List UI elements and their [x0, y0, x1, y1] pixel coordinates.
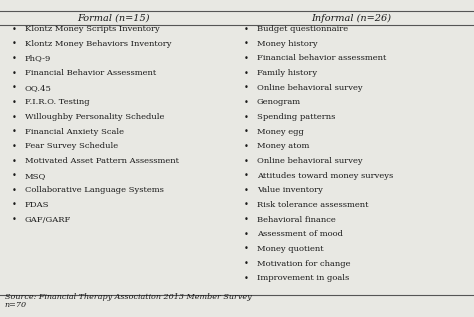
Text: FDAS: FDAS — [25, 201, 49, 209]
Text: •: • — [12, 157, 17, 165]
Text: Attitudes toward money surveys: Attitudes toward money surveys — [257, 172, 393, 180]
Text: •: • — [244, 274, 249, 283]
Text: Online behavioral survey: Online behavioral survey — [257, 84, 363, 92]
Text: •: • — [12, 171, 17, 180]
Text: •: • — [244, 25, 249, 34]
Text: Assessment of mood: Assessment of mood — [257, 230, 343, 238]
Text: •: • — [12, 83, 17, 92]
Text: •: • — [12, 186, 17, 195]
Text: Motivation for change: Motivation for change — [257, 260, 350, 268]
Text: •: • — [12, 215, 17, 224]
Text: PhQ-9: PhQ-9 — [25, 55, 51, 62]
Text: Genogram: Genogram — [257, 98, 301, 107]
Text: GAF/GARF: GAF/GARF — [25, 216, 71, 224]
Text: Fear Survey Schedule: Fear Survey Schedule — [25, 142, 118, 150]
Text: Family history: Family history — [257, 69, 317, 77]
Text: •: • — [244, 230, 249, 239]
Text: •: • — [12, 54, 17, 63]
Text: MSQ: MSQ — [25, 172, 46, 180]
Text: Motivated Asset Pattern Assessment: Motivated Asset Pattern Assessment — [25, 157, 179, 165]
Text: •: • — [244, 142, 249, 151]
Text: •: • — [244, 83, 249, 92]
Text: Value inventory: Value inventory — [257, 186, 323, 194]
Text: •: • — [12, 127, 17, 136]
Text: Klontz Money Behaviors Inventory: Klontz Money Behaviors Inventory — [25, 40, 171, 48]
Text: •: • — [12, 98, 17, 107]
Text: F.I.R.O. Testing: F.I.R.O. Testing — [25, 98, 89, 107]
Text: Klontz Money Scripts Inventory: Klontz Money Scripts Inventory — [25, 25, 159, 33]
Text: Financial Behavior Assessment: Financial Behavior Assessment — [25, 69, 156, 77]
Text: •: • — [244, 244, 249, 254]
Text: •: • — [12, 113, 17, 122]
Text: Behavioral finance: Behavioral finance — [257, 216, 336, 224]
Text: Money atom: Money atom — [257, 142, 309, 150]
Text: •: • — [12, 68, 17, 78]
Text: •: • — [244, 215, 249, 224]
Text: •: • — [244, 200, 249, 210]
Text: •: • — [244, 113, 249, 122]
Text: OQ.45: OQ.45 — [25, 84, 52, 92]
Text: Online behavioral survey: Online behavioral survey — [257, 157, 363, 165]
Text: •: • — [244, 186, 249, 195]
Text: •: • — [12, 200, 17, 210]
Text: Budget questionnaire: Budget questionnaire — [257, 25, 348, 33]
Text: •: • — [244, 259, 249, 268]
Text: Willoughby Personality Schedule: Willoughby Personality Schedule — [25, 113, 164, 121]
Text: Informal (n=26): Informal (n=26) — [311, 14, 391, 23]
Text: n=70: n=70 — [5, 301, 27, 309]
Text: Formal (n=15): Formal (n=15) — [78, 14, 150, 23]
Text: Collaborative Language Systems: Collaborative Language Systems — [25, 186, 164, 194]
Text: •: • — [12, 39, 17, 48]
Text: Risk tolerance assessment: Risk tolerance assessment — [257, 201, 368, 209]
Text: •: • — [244, 98, 249, 107]
Text: Money quotient: Money quotient — [257, 245, 324, 253]
Text: Financial behavior assessment: Financial behavior assessment — [257, 55, 386, 62]
Text: •: • — [12, 142, 17, 151]
Text: •: • — [244, 68, 249, 78]
Text: Improvement in goals: Improvement in goals — [257, 274, 349, 282]
Text: Spending patterns: Spending patterns — [257, 113, 335, 121]
Text: •: • — [244, 54, 249, 63]
Text: Money egg: Money egg — [257, 128, 304, 136]
Text: •: • — [244, 157, 249, 165]
Text: Source: Financial Therapy Association 2013 Member Survey: Source: Financial Therapy Association 20… — [5, 293, 251, 301]
Text: Money history: Money history — [257, 40, 318, 48]
Text: Financial Anxiety Scale: Financial Anxiety Scale — [25, 128, 124, 136]
Text: •: • — [12, 25, 17, 34]
Text: •: • — [244, 39, 249, 48]
Text: •: • — [244, 171, 249, 180]
Text: •: • — [244, 127, 249, 136]
